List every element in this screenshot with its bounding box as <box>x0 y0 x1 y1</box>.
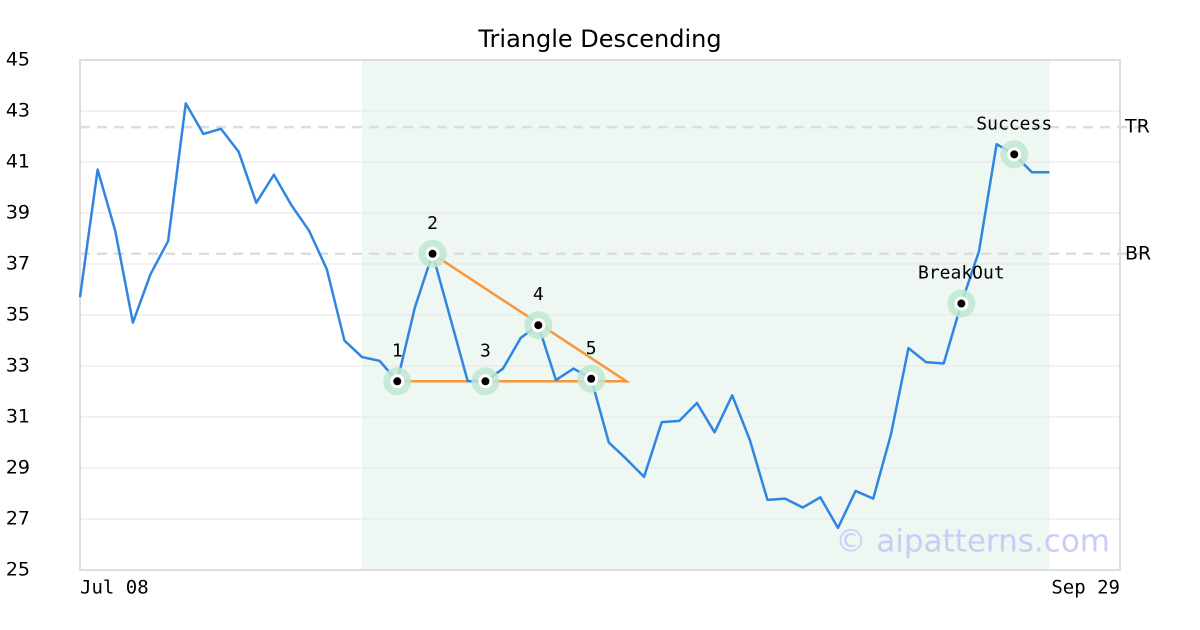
point-dot <box>428 249 437 258</box>
y-tick-label: 35 <box>6 304 30 326</box>
point-label: 4 <box>533 284 544 305</box>
point-dot <box>534 321 543 330</box>
y-tick-label: 41 <box>6 151 30 173</box>
chart-title: Triangle Descending <box>477 25 721 53</box>
y-tick-label: 31 <box>6 406 30 428</box>
y-tick-label: 29 <box>6 457 30 479</box>
x-tick-label: Sep 29 <box>1051 577 1120 599</box>
point-label: 5 <box>586 338 597 359</box>
x-tick-label: Jul 08 <box>80 577 149 599</box>
price-line <box>78 102 1050 530</box>
watermark: © aipatterns.com <box>835 524 1110 560</box>
point-label: 1 <box>392 340 403 361</box>
y-tick-label: 37 <box>6 253 30 275</box>
y-tick-label: 39 <box>6 202 30 224</box>
y-tick-label: 45 <box>6 49 30 71</box>
point-label: 3 <box>480 340 491 361</box>
y-tick-label: 25 <box>6 559 30 581</box>
point-dot <box>957 299 966 308</box>
y-tick-label: 27 <box>6 508 30 530</box>
plot-frame <box>79 59 1121 571</box>
point-label: BreakOut <box>918 263 1005 284</box>
point-label: 2 <box>427 213 438 234</box>
point-label: Success <box>976 113 1052 134</box>
y-tick-label: 43 <box>6 100 30 122</box>
level-label: TR <box>1124 116 1150 138</box>
point-dot <box>1010 150 1019 159</box>
level-label: BR <box>1125 242 1151 264</box>
point-dot <box>481 377 490 386</box>
point-dot <box>587 374 596 383</box>
point-dot <box>393 377 402 386</box>
y-tick-label: 33 <box>6 355 30 377</box>
